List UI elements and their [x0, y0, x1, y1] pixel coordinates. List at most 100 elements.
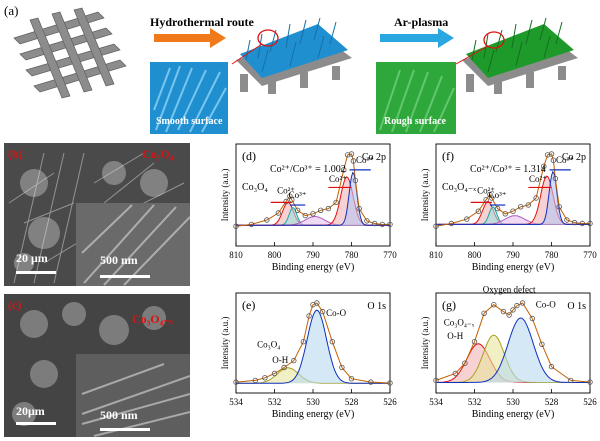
oxygen-defect-annotation: Oxygen defect	[483, 285, 536, 295]
co3-annotation-2: Co³⁺	[556, 155, 574, 165]
raw-data-point	[348, 375, 355, 382]
raw-data-point	[387, 380, 393, 386]
raw-data-point	[556, 204, 562, 210]
x-tick-label: 532	[468, 397, 482, 407]
raw-data-point	[500, 308, 507, 315]
raw-data-point	[544, 152, 551, 158]
spectrum-title: O 1s	[567, 301, 586, 312]
panel-c-scale-inset: 500 nm	[100, 408, 138, 422]
x-tick-label: 810	[229, 250, 243, 260]
co3-peak-2p3	[236, 171, 390, 226]
oh-annotation: O-H	[272, 355, 288, 365]
x-axis-label: Binding energy (eV)	[272, 262, 355, 273]
ratio-label: Co²⁺/Co³⁺ = 1.002	[270, 164, 346, 175]
x-tick-label: 780	[545, 250, 559, 260]
co-o-peak-fill	[236, 310, 390, 384]
raw-data-point	[368, 379, 374, 385]
raw-data-point	[262, 375, 268, 381]
raw-data-point	[533, 195, 539, 201]
material-label: Co₃O₄	[257, 340, 280, 350]
co3-peak-2p3-fill	[436, 171, 590, 225]
x-tick-label: 528	[545, 397, 559, 407]
material-label: Co₃O₄	[242, 182, 268, 193]
y-axis-label: Intensity (a.u.)	[220, 169, 230, 222]
raw-data-point	[306, 313, 312, 319]
sem-image-co3o4: (b) Co₃O₄ 20 μm 500 nm	[4, 143, 190, 286]
panel-label: (g)	[442, 298, 456, 312]
raw-data-point	[550, 157, 557, 163]
xps-charts: 810 800 790 780 770 Binding energy (eV) Intens…	[220, 143, 597, 420]
green-nanowire-mesh	[455, 17, 578, 94]
x-tick-label: 528	[345, 397, 359, 407]
raw-data-point	[552, 175, 559, 182]
rough-surface-inset	[376, 62, 456, 134]
x-tick-label: 534	[429, 397, 443, 407]
x-tick-label: 790	[306, 250, 320, 260]
co3-annotation-1: Co³⁺	[289, 190, 307, 200]
x-axis-label: Binding energy (eV)	[472, 409, 555, 420]
spectrum-title: Co 2p	[562, 152, 586, 163]
raw-data-point	[352, 177, 359, 184]
panel-b-scale-inset: 500 nm	[100, 253, 138, 267]
raw-data-point	[333, 199, 339, 206]
oh-annotation: O-H	[447, 331, 463, 341]
ratio-label: Co²⁺/Co³⁺ = 1.314	[470, 164, 546, 175]
co-o-peak	[436, 317, 590, 383]
raw-data-point	[481, 310, 487, 316]
raw-data-point	[329, 338, 335, 345]
xps-panel-d	[233, 143, 393, 247]
x-axis-label: Binding energy (eV)	[472, 262, 555, 273]
panel-b-scale-main: 20 μm	[16, 251, 48, 265]
fit-envelope	[435, 302, 591, 383]
raw-data-point	[319, 308, 326, 315]
raw-data-point	[310, 211, 316, 217]
raw-data-point	[541, 163, 547, 169]
raw-data-point	[587, 220, 593, 227]
blue-nanowire-mesh	[231, 17, 352, 94]
raw-data-point	[350, 158, 357, 164]
raw-data-point	[564, 217, 570, 223]
raw-data-point	[264, 217, 270, 223]
x-tick-label: 526	[383, 397, 397, 407]
y-axis-label: Intensity (a.u.)	[420, 317, 430, 370]
raw-data-point	[568, 377, 574, 384]
rough-surface-label: Rough surface	[384, 116, 446, 127]
smooth-surface-label: Smooth surface	[156, 116, 223, 127]
raw-data-point	[510, 208, 516, 214]
raw-data-point	[344, 152, 351, 158]
raw-data-point	[548, 151, 555, 157]
raw-data-point	[475, 208, 482, 214]
raw-data-point	[471, 338, 478, 345]
hydrothermal-route-label: Hydrothermal route	[150, 15, 254, 29]
xps-panel-g	[433, 292, 593, 394]
x-tick-label: 530	[306, 397, 320, 407]
raw-data-point	[494, 205, 501, 212]
satellite-peak-fill	[236, 216, 390, 226]
fit-envelope	[235, 153, 390, 227]
xps-panel-f	[433, 143, 593, 247]
sem-image-co3o4-x: (c) Co₃O₄₋ₓ 20μm 500 nm	[4, 294, 190, 437]
co-o-peak-fill	[436, 318, 590, 383]
raw-data-point	[539, 341, 545, 347]
co-o-annotation: Co-O	[536, 299, 557, 309]
x-tick-label: 534	[229, 397, 243, 407]
x-tick-label: 530	[506, 397, 520, 407]
x-axis-label: Binding energy (eV)	[272, 409, 355, 420]
x-tick-label: 770	[583, 250, 597, 260]
co3-annotation-2: Co³⁺	[356, 155, 374, 165]
fit-envelope	[435, 153, 590, 227]
raw-data-point	[283, 198, 289, 205]
x-tick-label: 532	[268, 397, 282, 407]
raw-data-point	[462, 360, 468, 366]
raw-data-point	[464, 216, 470, 222]
raw-data-point	[318, 207, 324, 213]
raw-data-point	[502, 211, 508, 217]
raw-data-point	[341, 167, 347, 173]
raw-data-point	[271, 370, 278, 377]
raw-data-point	[339, 364, 345, 371]
co2-annotation-2: Co²⁺	[329, 174, 347, 184]
raw-data-point	[356, 205, 362, 212]
panel-c-label: (c)	[8, 298, 22, 312]
material-label: Co₃O₄₋ₓ	[444, 317, 475, 327]
panel-label: (e)	[242, 298, 255, 312]
